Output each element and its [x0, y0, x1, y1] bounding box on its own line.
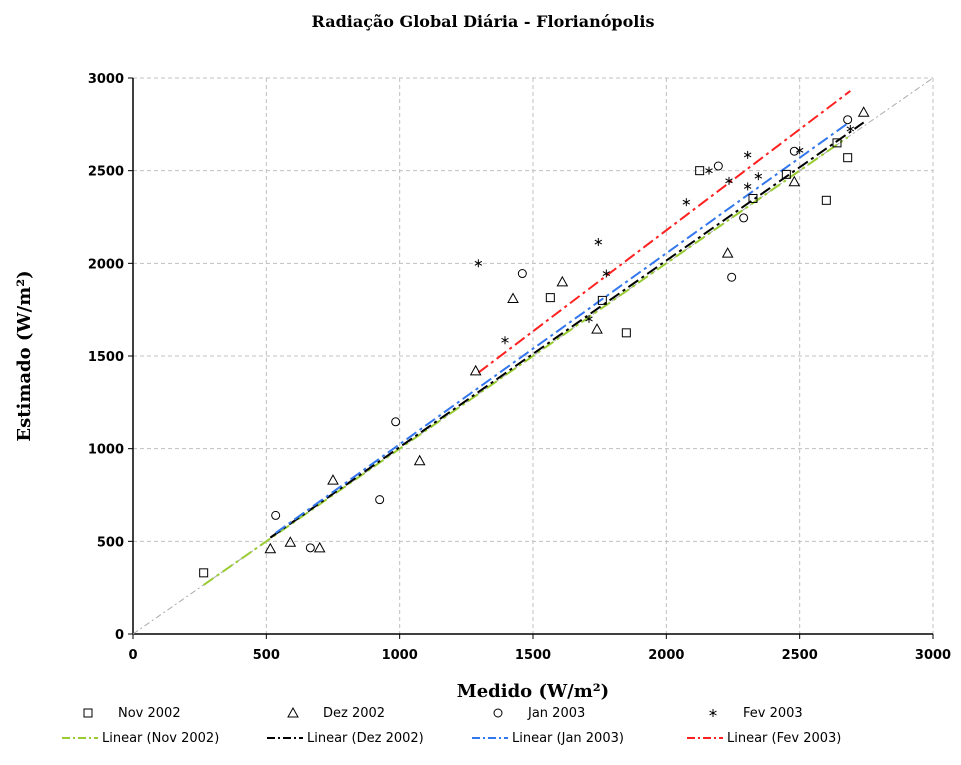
data-point [545, 293, 555, 303]
data-point [682, 198, 691, 207]
data-point [517, 269, 527, 279]
y-tick-label: 1000 [88, 443, 124, 458]
y-axis-label: Estimado (W/m²) [14, 270, 35, 441]
x-tick-label: 2500 [782, 648, 818, 663]
x-tick-label: 0 [128, 648, 137, 663]
legend-label: Jan 2003 [527, 706, 585, 721]
data-point [284, 536, 297, 547]
x-tick-label: 500 [253, 648, 280, 663]
legend-marker [709, 709, 717, 717]
data-point [413, 454, 426, 466]
x-tick-label: 2000 [648, 648, 684, 663]
legend: Nov 2002 Dez 2002 Jan 2003 Fev 2003 Linear (… [62, 706, 841, 746]
legend-label: Dez 2002 [323, 706, 385, 721]
data-point [474, 259, 483, 268]
data-point [739, 213, 749, 223]
data-point [507, 292, 519, 304]
data-point [327, 474, 339, 485]
x-tick-label: 3000 [915, 648, 951, 663]
chart-title: Radiação Global Diária - Florianópolis [312, 12, 655, 31]
data-point [754, 172, 763, 181]
data-point [585, 314, 593, 323]
legend-label: Nov 2002 [118, 706, 181, 721]
data-point [788, 175, 801, 187]
x-tick-label: 1500 [515, 648, 551, 663]
data-point [843, 115, 853, 125]
y-tick-label: 2500 [88, 165, 124, 180]
data-point [271, 510, 281, 520]
data-point [743, 150, 752, 159]
data-point [313, 541, 326, 553]
y-tick-labels: 0 500 1000 1500 2000 2500 3000 [88, 72, 124, 643]
x-tick-labels: 0 500 1000 1500 2000 2500 3000 [128, 648, 951, 663]
data-point [594, 238, 603, 247]
trendline [269, 121, 865, 539]
legend-marker [83, 708, 93, 718]
x-tick-label: 1000 [382, 648, 418, 663]
legend-label: Linear (Fev 2003) [727, 731, 841, 746]
y-tick-label: 500 [97, 535, 124, 550]
data-point [199, 568, 209, 578]
data-point [713, 161, 723, 171]
data-points [199, 106, 870, 578]
data-point [469, 364, 482, 376]
legend-marker [287, 706, 299, 718]
data-point [305, 543, 315, 553]
trendlines [203, 90, 865, 586]
data-point [705, 166, 713, 175]
y-tick-label: 1500 [88, 350, 124, 365]
data-point [743, 182, 752, 191]
data-point [695, 166, 705, 176]
y-tick-label: 2000 [88, 257, 124, 272]
data-point [264, 542, 277, 554]
data-point [725, 176, 733, 185]
y-tick-label: 0 [115, 628, 124, 643]
y-tick-label: 3000 [88, 72, 124, 87]
axes [128, 77, 934, 639]
data-point [556, 275, 569, 287]
data-point [602, 269, 611, 278]
trendline [477, 90, 851, 374]
data-point [621, 328, 631, 338]
legend-marker [493, 708, 503, 718]
legend-label: Linear (Dez 2002) [307, 731, 424, 746]
data-point [591, 323, 603, 334]
legend-label: Fev 2003 [743, 706, 803, 721]
data-point [748, 193, 758, 203]
data-point [846, 124, 855, 133]
data-point [597, 295, 607, 305]
data-point [501, 336, 509, 345]
x-axis-label: Medido (W/m²) [457, 681, 609, 702]
data-point [795, 146, 804, 155]
trendline [275, 122, 849, 534]
trendline [203, 136, 849, 586]
data-point [391, 417, 401, 427]
legend-label: Linear (Nov 2002) [102, 731, 219, 746]
data-point [857, 106, 870, 117]
data-point [727, 272, 737, 282]
data-point [721, 247, 734, 258]
data-point [832, 138, 842, 148]
data-point [843, 153, 853, 163]
data-point [781, 169, 791, 179]
legend-label: Linear (Jan 2003) [512, 731, 624, 746]
data-point [375, 495, 385, 505]
data-point [821, 195, 831, 205]
grid-lines [133, 77, 934, 634]
